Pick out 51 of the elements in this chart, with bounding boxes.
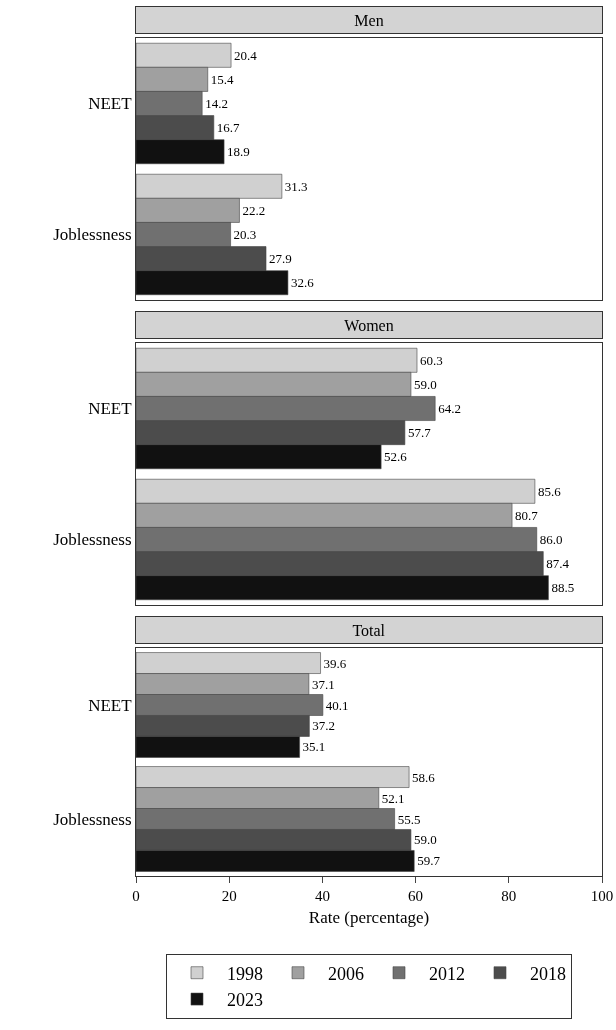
data-label: 85.6 [537,483,562,499]
x-tick-label: 100 [590,888,614,904]
legend-label: 2006 [328,963,364,984]
data-label: 18.9 [227,144,250,160]
data-label: 86.0 [539,532,563,547]
x-tick-label: 40 [314,888,330,904]
data-label: 59.0 [413,376,437,392]
data-label: 20.3 [233,227,257,242]
data-label: 39.6 [323,655,347,671]
data-label: 88.5 [551,580,575,596]
data-label: 37.1 [311,676,335,692]
y-tick-label: Joblessness [53,225,132,245]
legend-label: 2023 [227,990,263,1011]
data-label: 40.1 [325,697,349,713]
legend-label: 1998 [227,963,263,984]
data-label: 87.4 [546,556,570,572]
y-tick-label: Joblessness [53,809,132,829]
data-label: 59.7 [417,853,441,869]
chart-title: Women [344,316,394,334]
chart-title: Men [354,11,384,29]
legend-label: 2012 [429,963,465,984]
data-label: 16.7 [216,120,241,136]
data-label: 35.1 [302,739,326,755]
legend-label: 2018 [530,963,566,984]
data-label: 27.9 [269,251,292,267]
data-label: 52.6 [384,449,408,465]
data-label: 57.7 [407,425,432,441]
x-tick-label: 60 [408,888,424,904]
data-label: 58.6 [412,769,436,785]
y-tick-label: Joblessness [53,530,132,550]
data-label: 52.1 [381,790,405,806]
data-label: 22.2 [242,202,266,218]
x-tick-label: 20 [221,888,237,904]
data-label: 60.3 [420,352,443,368]
data-label: 59.0 [413,832,437,848]
x-tick-label: 0 [132,888,140,904]
data-label: 64.2 [438,401,461,416]
data-label: 20.4 [234,47,258,63]
x-axis-title: Rate (percentage) [308,908,430,928]
chart-title: Total [352,621,386,639]
x-tick-label: 80 [501,888,517,904]
y-tick-label: NEET [88,94,133,114]
data-label: 37.2 [312,718,336,734]
data-label: 15.4 [210,71,235,87]
y-tick-label: NEET [88,399,133,419]
y-tick-label: NEET [88,695,133,715]
data-label: 32.6 [290,275,315,291]
data-label: 80.7 [515,507,539,523]
data-label: 31.3 [284,178,308,194]
data-label: 55.5 [397,811,421,827]
data-label: 14.2 [205,96,228,111]
